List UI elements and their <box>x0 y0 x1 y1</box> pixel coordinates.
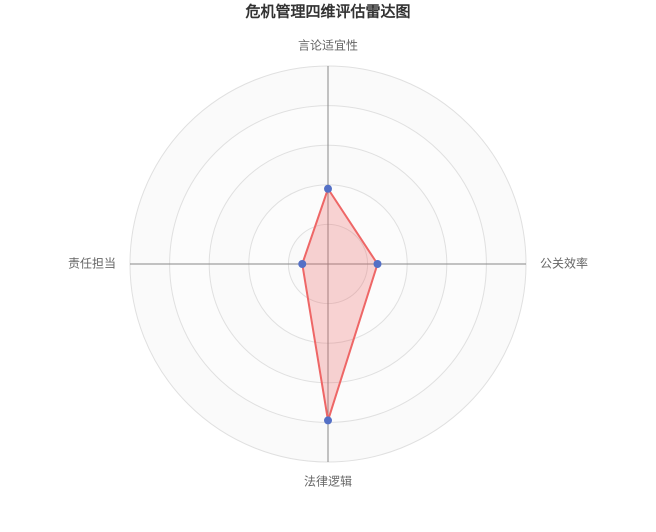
axis-label: 言论适宜性 <box>298 38 358 53</box>
axis-label: 公关效率 <box>540 256 588 271</box>
radar-point <box>373 260 382 268</box>
radar-point <box>298 260 307 268</box>
axis-label: 法律逻辑 <box>304 475 352 489</box>
radar-point <box>324 184 332 193</box>
radar-point <box>324 416 332 425</box>
axis-label: 责任担当 <box>68 257 116 271</box>
chart-title: 危机管理四维评估雷达图 <box>245 3 410 21</box>
